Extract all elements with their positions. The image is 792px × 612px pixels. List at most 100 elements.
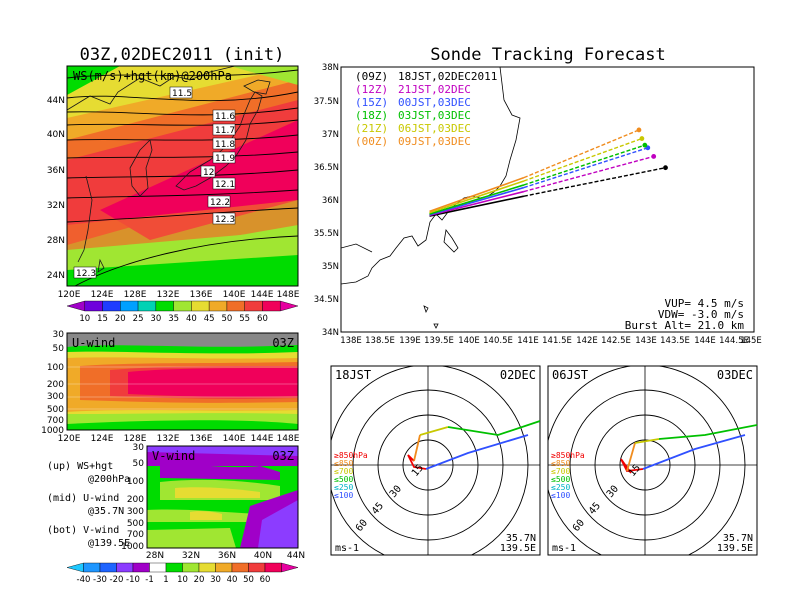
colorbar-label: 60: [260, 575, 271, 585]
param-burst: Burst Alt= 21.0 km: [625, 319, 745, 332]
lat-tick: 40N: [47, 130, 65, 140]
lat-tick: 24N: [47, 271, 65, 281]
height-contours: [67, 69, 298, 286]
colorbar-swatch: [155, 300, 174, 312]
colorbar-label: 10: [79, 314, 90, 324]
lon-tick: 140E: [458, 336, 480, 346]
panel-legend-notes: (up) WS+hgt @200hPa (mid) U-wind @35.7N …: [47, 461, 130, 549]
track-descent-line: [523, 155, 654, 193]
param-vup: VUP= 4.5 m/s: [665, 297, 744, 310]
level-tick: 200: [127, 495, 144, 505]
colorbar-label: 45: [204, 314, 215, 324]
note-sub: @35.7N: [88, 506, 124, 517]
colorbar-swatch: [102, 300, 121, 312]
lon-tick: 144.5E: [719, 336, 749, 346]
colorbar-swatch: [83, 562, 101, 573]
colorbar-swatch: [149, 562, 167, 573]
lon-tick: 136E: [190, 434, 213, 444]
landing-point: [636, 127, 642, 133]
level-legend-item: ≤100: [551, 491, 570, 500]
lon-tick: 120E: [58, 434, 81, 444]
lon-tick: 138.5E: [365, 336, 395, 346]
hodograph-trace: [447, 420, 540, 436]
lat-tick: 38N: [322, 63, 339, 73]
lon-tick: 140E: [223, 290, 246, 300]
lat-tick: 44N: [287, 551, 305, 561]
level-tick: 1000: [41, 426, 64, 436]
track-legend: (09Z) 18JST,02DEC2011 (12Z) 21JST,02DEC …: [355, 70, 497, 148]
note-name: (mid) U-wind: [47, 493, 119, 504]
track-lon-ticks: 138E 138.5E 139E 139.5E 140E 140.5E 141E…: [340, 336, 762, 346]
level-tick: 50: [133, 459, 145, 469]
lon-tick: 132E: [157, 290, 180, 300]
lat-tick: 37.5N: [314, 97, 339, 107]
hodograph-lon: 139.5E: [717, 543, 753, 554]
hodograph-03dec: 06JST 03DEC15304560≥850hPa≤850≤700≤500≤25…: [547, 365, 758, 556]
u-wind-label: U-wind: [72, 336, 115, 350]
param-vdw: VDW= -3.0 m/s: [658, 308, 744, 321]
legend-label: 06JST,03DEC: [398, 122, 471, 135]
level-legend-item: ≤250: [551, 483, 570, 492]
lat-tick: 34N: [322, 328, 339, 338]
level-tick: 1000: [121, 542, 144, 552]
contour-label: 12.2: [210, 198, 230, 208]
colorbar-label: 30: [150, 314, 161, 324]
hodograph-trace: [407, 454, 427, 470]
contour-label: 11.8: [215, 140, 235, 150]
lon-tick: 140E: [223, 434, 246, 444]
hodograph-trace: [642, 434, 746, 470]
note-name: (up) WS+hgt: [47, 461, 113, 472]
lat-tick: 36.5N: [314, 163, 339, 173]
lon-tick: 145E: [740, 336, 762, 346]
track-ascent-line: [429, 190, 525, 217]
level-tick: 30: [133, 443, 145, 453]
track-descent-line: [523, 147, 649, 189]
lat-tick: 35.5N: [314, 229, 339, 239]
lat-tick: 28N: [47, 236, 65, 246]
colorbar-label: 1: [163, 575, 168, 585]
lon-tick: 139E: [399, 336, 421, 346]
legend-label: 09JST,03DEC: [398, 135, 471, 148]
map-field-label: WS(m/s)+hgt(km)@200hPa: [73, 69, 232, 83]
track-ascent-line: [429, 186, 525, 216]
hodograph-02dec: 18JST 02DEC15304560≥850hPa≤850≤700≤500≤25…: [330, 365, 541, 556]
colorbar-swatch: [264, 562, 282, 573]
track-panel-title: Sonde Tracking Forecast: [430, 45, 665, 65]
track-descent-line: [523, 129, 640, 179]
coastline: [67, 66, 271, 273]
level-legend-item: ≤700: [334, 467, 353, 476]
colorbar-swatch: [215, 562, 233, 573]
colorbar-swatch: [281, 562, 299, 573]
colorbar-swatch: [280, 300, 299, 312]
level-legend-item: ≥850hPa: [334, 451, 368, 460]
lat-tick: 44N: [47, 96, 65, 106]
contour-label: 12: [203, 168, 214, 178]
colorbar-label: -30: [93, 575, 107, 585]
colorbar-swatch: [116, 562, 134, 573]
hodograph-frame: [547, 365, 758, 556]
colorbar-label: 15: [97, 314, 108, 324]
v-wind-field: [147, 446, 298, 548]
legend-code: (00Z): [355, 135, 388, 148]
colorbar-swatch: [84, 300, 103, 312]
lat-tick: 40N: [254, 551, 272, 561]
v-wind-colorbar: -40 -30 -20 -10 -1 1 10 20 30 40 50 60: [66, 562, 299, 585]
lon-tick: 148E: [277, 434, 300, 444]
colorbar-label: 10: [177, 575, 188, 585]
colorbar-swatch: [99, 562, 117, 573]
note-sub: @200hPa: [88, 474, 130, 485]
hodograph-unit: ms-1: [552, 543, 576, 554]
lon-tick: 142E: [576, 336, 598, 346]
map-frame: [66, 65, 299, 287]
colorbar-swatch: [137, 300, 157, 312]
contour-labels: 11.5 11.6 11.7 11.8 11.9 12 12.1 12.2 12…: [76, 89, 235, 279]
lat-tick: 35N: [322, 262, 339, 272]
hodograph-trace: [626, 442, 636, 472]
level-tick: 500: [127, 519, 144, 529]
track-descent-line: [523, 167, 666, 197]
legend-code: (18Z): [355, 109, 388, 122]
colorbar-swatch: [165, 562, 183, 573]
colorbar-label: 35: [168, 314, 179, 324]
colorbar-swatch: [66, 300, 85, 312]
hodograph-trace: [634, 438, 660, 444]
